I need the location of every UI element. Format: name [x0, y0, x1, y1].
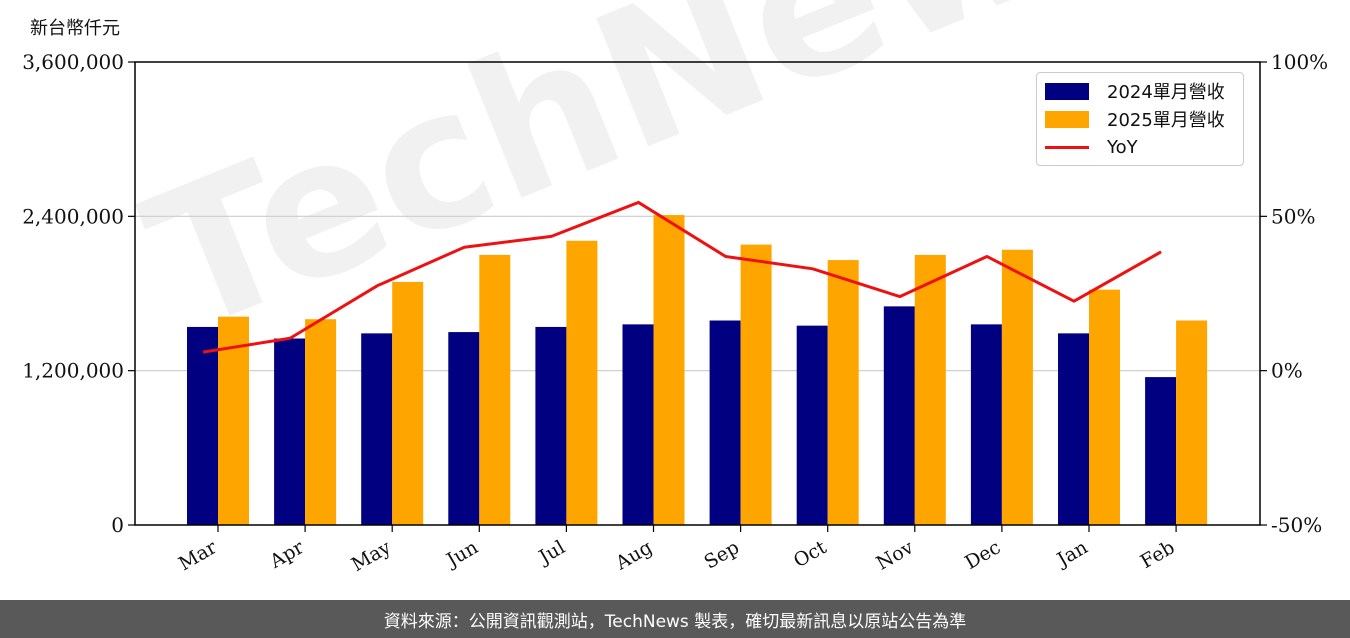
- bar-2025: [653, 215, 685, 525]
- plot-frame: [134, 61, 1261, 526]
- y2-tick-label: 0%: [1271, 359, 1303, 383]
- bar-2024: [535, 326, 567, 525]
- y-axis-unit-label: 新台幣仟元: [30, 18, 120, 39]
- x-tick-label: Mar: [175, 536, 221, 575]
- legend-line-yoy: [1045, 145, 1089, 149]
- bar-2025: [1176, 320, 1208, 525]
- legend-item-yoy: YoY: [1045, 135, 1138, 159]
- bar-2025: [827, 260, 859, 525]
- yoy-line: [202, 200, 1162, 354]
- x-tick-label: Jul: [534, 536, 569, 569]
- legend-label-2025: 2025單月營收: [1107, 110, 1225, 131]
- legend-swatch-2025: [1045, 110, 1089, 128]
- x-tick-label: Jun: [441, 536, 482, 572]
- y-tick-label: 3,600,000: [22, 50, 124, 74]
- legend-label-2024: 2024單月營收: [1107, 82, 1225, 103]
- y2-tick-label: 50%: [1271, 204, 1315, 228]
- x-tick-label: Sep: [701, 536, 744, 573]
- bar-2025: [479, 254, 511, 525]
- x-tick-label: Jan: [1052, 536, 1092, 572]
- x-tick-label: Nov: [873, 536, 918, 575]
- source-footer-text: 資料來源：公開資訊觀測站，TechNews 製表，確切最新訊息以原站公告為準: [383, 611, 967, 632]
- bar-2025: [740, 244, 772, 525]
- bar-2024: [1145, 377, 1177, 525]
- legend-label-yoy: YoY: [1107, 136, 1138, 158]
- bar-2025: [1089, 289, 1120, 525]
- x-tick-label: Oct: [790, 536, 831, 572]
- bar-2024: [970, 324, 1002, 525]
- bar-2025: [392, 281, 424, 525]
- bar-2024: [361, 333, 393, 525]
- bar-2024: [448, 332, 480, 525]
- bar-2024: [274, 338, 306, 525]
- bar-2025: [566, 240, 598, 525]
- y2-tick-label: 100%: [1271, 50, 1328, 74]
- legend-swatch-2024: [1045, 82, 1089, 100]
- bar-2024: [187, 326, 218, 525]
- y-tick-label: 0: [111, 513, 124, 537]
- legend-item-2025: 2025單月營收: [1045, 107, 1225, 131]
- bar-2025: [914, 254, 946, 525]
- x-tick-label: Feb: [1137, 536, 1179, 573]
- chart-legend: 2024單月營收 2025單月營收 YoY: [1036, 72, 1244, 166]
- bar-2025: [305, 319, 337, 525]
- bar-2024: [1058, 333, 1089, 525]
- source-footer: 資料來源：公開資訊觀測站，TechNews 製表，確切最新訊息以原站公告為準: [0, 600, 1350, 638]
- bar-2025: [218, 316, 249, 525]
- y2-tick-label: -50%: [1271, 513, 1322, 537]
- chart-canvas: 0 1,200,000 2,400,000 3,600,000 -50% 0% 50% 100…: [22, 50, 1328, 576]
- x-tick-label: Aug: [611, 536, 656, 575]
- x-tick-label: Dec: [961, 536, 1004, 574]
- bar-2025: [1001, 249, 1033, 525]
- x-tick-label: Apr: [265, 536, 308, 573]
- y-tick-label: 1,200,000: [22, 359, 124, 383]
- bar-2024: [796, 325, 828, 525]
- legend-item-2024: 2024單月營收: [1045, 79, 1225, 103]
- x-tick-label: May: [348, 536, 395, 576]
- y-tick-label: 2,400,000: [22, 204, 124, 228]
- bar-2024: [709, 320, 741, 525]
- bar-2024: [883, 306, 915, 525]
- bar-2024: [622, 324, 654, 525]
